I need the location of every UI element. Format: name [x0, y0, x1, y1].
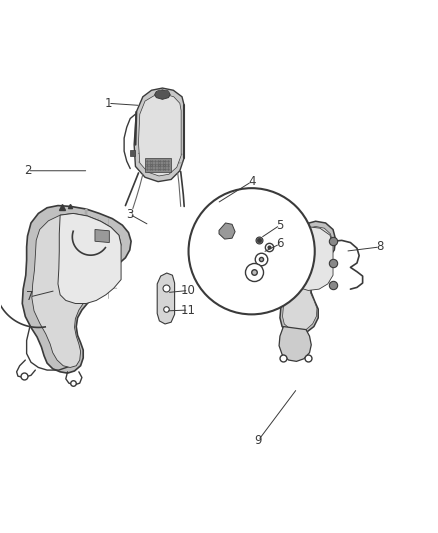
Polygon shape [130, 150, 135, 156]
Polygon shape [155, 90, 170, 99]
Polygon shape [138, 94, 181, 176]
Polygon shape [145, 158, 171, 172]
Polygon shape [281, 227, 333, 332]
Text: 5: 5 [276, 219, 284, 232]
Polygon shape [134, 88, 184, 182]
Polygon shape [279, 327, 311, 361]
Text: 4: 4 [248, 175, 255, 188]
Polygon shape [32, 213, 121, 367]
Text: 1: 1 [104, 97, 112, 110]
Polygon shape [291, 227, 333, 290]
Circle shape [188, 188, 315, 314]
Text: 6: 6 [276, 237, 284, 251]
Text: 3: 3 [126, 208, 134, 221]
Polygon shape [95, 230, 110, 243]
Polygon shape [278, 221, 336, 335]
Text: 11: 11 [181, 303, 196, 317]
Text: 10: 10 [181, 284, 196, 297]
Text: 9: 9 [254, 434, 262, 447]
Polygon shape [58, 213, 121, 303]
Polygon shape [157, 273, 175, 324]
Polygon shape [219, 223, 235, 239]
Polygon shape [22, 206, 131, 373]
Text: 7: 7 [26, 290, 33, 303]
Text: 2: 2 [24, 164, 31, 177]
Text: 8: 8 [376, 240, 384, 253]
